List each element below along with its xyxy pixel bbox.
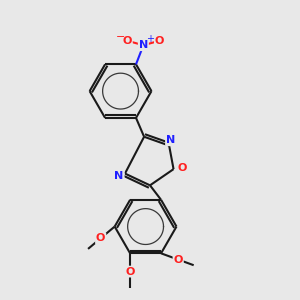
Text: N: N <box>115 172 124 182</box>
Text: O: O <box>125 267 135 277</box>
Text: −: − <box>116 32 125 42</box>
Text: O: O <box>122 36 132 46</box>
Text: N: N <box>139 40 148 50</box>
Text: +: + <box>146 34 154 44</box>
Text: O: O <box>177 163 187 173</box>
Text: O: O <box>155 36 164 46</box>
Text: O: O <box>173 255 183 265</box>
Text: O: O <box>96 233 105 243</box>
Text: N: N <box>166 135 175 145</box>
